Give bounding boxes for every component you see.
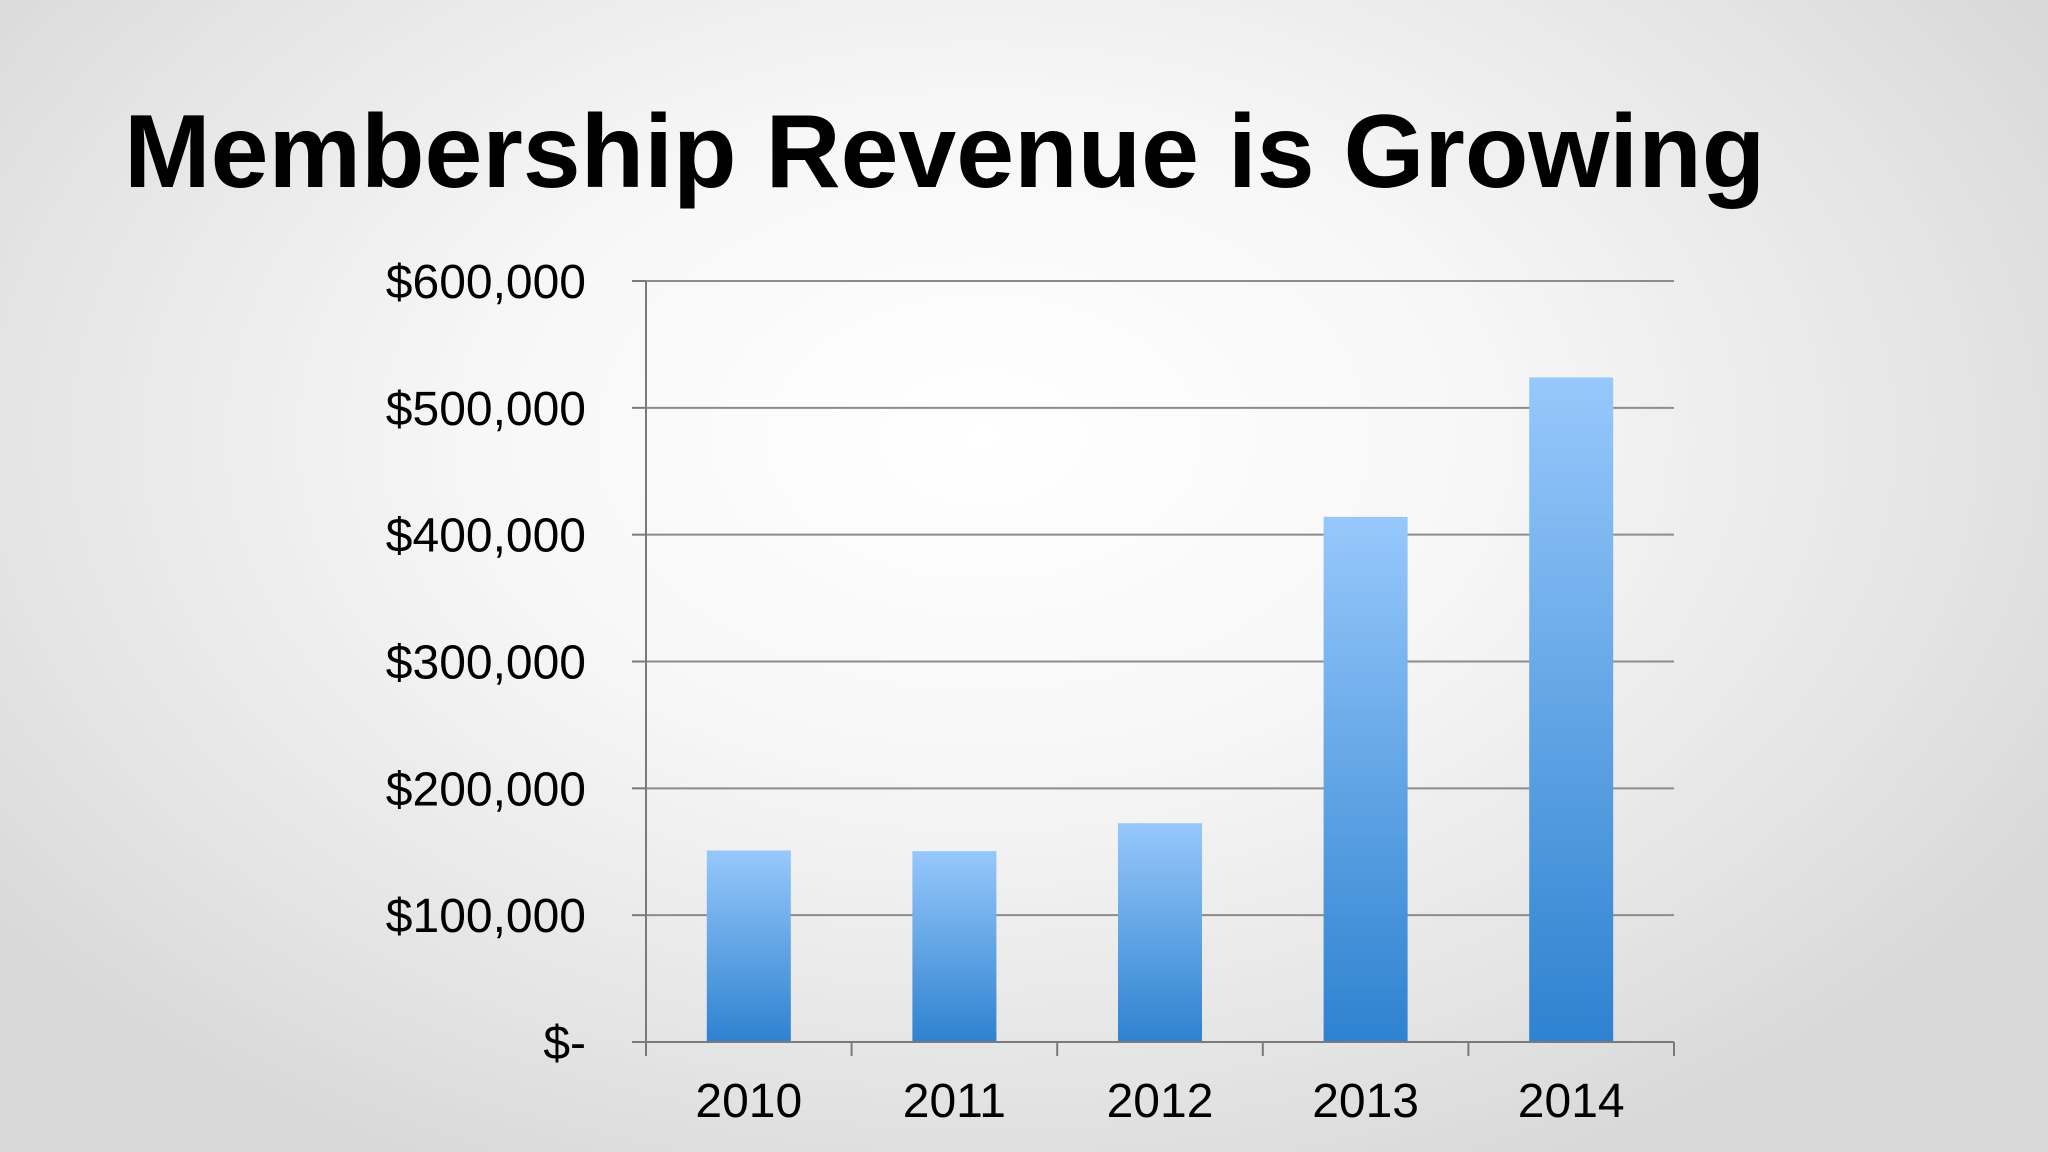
x-axis-tick-labels: 2010 2011 2012 2013 2014	[695, 1075, 1624, 1128]
axes	[632, 280, 1675, 1056]
y-tick-label: $400,000	[386, 510, 586, 563]
y-tick-label: $200,000	[386, 763, 586, 816]
bar-2011	[912, 851, 997, 1042]
y-tick-label: $-	[543, 1017, 586, 1070]
x-tick-label: 2013	[1312, 1075, 1419, 1128]
x-tick-label: 2010	[695, 1075, 802, 1128]
bar-2012	[1118, 823, 1202, 1042]
gridlines	[646, 280, 1674, 917]
bar-2013	[1323, 516, 1408, 1042]
bars	[706, 377, 1614, 1043]
x-tick-label: 2011	[903, 1075, 1006, 1128]
y-tick-label: $600,000	[386, 256, 586, 309]
y-axis-tick-labels: $- $100,000 $200,000 $300,000 $400,000 $500,0…	[386, 256, 586, 1070]
x-tick-label: 2012	[1107, 1075, 1214, 1128]
y-tick-label: $500,000	[386, 383, 586, 436]
y-tick-label: $100,000	[386, 890, 586, 943]
y-tick-label: $300,000	[386, 637, 586, 690]
bar-2010	[706, 850, 791, 1042]
slide-title: Membership Revenue is Growing	[124, 94, 1766, 210]
bar-2014	[1529, 377, 1614, 1043]
x-tick-label: 2014	[1518, 1075, 1625, 1128]
